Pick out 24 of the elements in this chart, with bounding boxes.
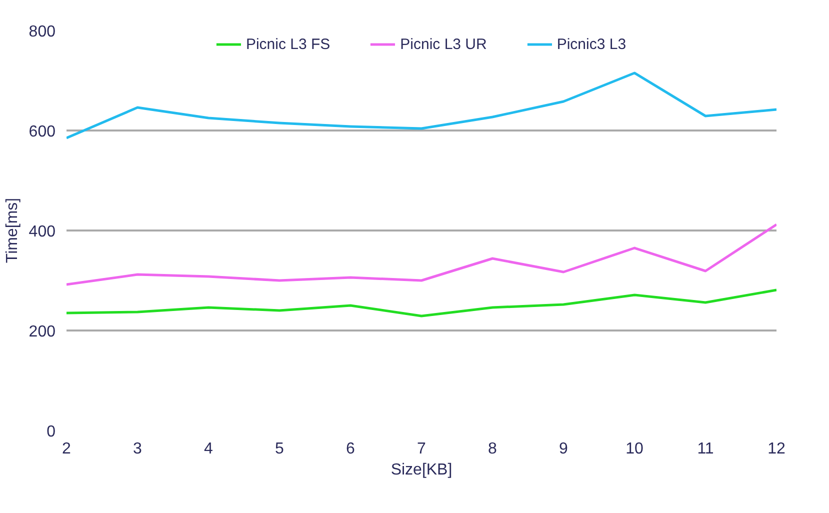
line-series: [66, 72, 776, 140]
x-tick-label: 6: [346, 440, 356, 458]
y-tick-label: 600: [28, 124, 56, 140]
legend-label: Picnic L3 UR: [400, 36, 487, 52]
y-axis-title: Time[ms]: [4, 198, 21, 264]
line-series: [66, 223, 776, 286]
x-tick-label: 4: [204, 440, 214, 458]
x-tick-label: 3: [133, 440, 142, 458]
x-tick-label: 5: [275, 440, 284, 458]
y-tick-label: 800: [28, 24, 56, 40]
x-tick-label: 11: [697, 440, 714, 458]
x-tick-label: 12: [768, 440, 786, 458]
legend-label: Picnic3 L3: [556, 36, 626, 52]
x-tick-label: 8: [488, 440, 498, 458]
x-tick-label: 10: [626, 440, 644, 458]
x-tick-label: 2: [62, 440, 72, 458]
y-tick-label: 400: [28, 224, 56, 240]
x-axis-title: Size[KB]: [390, 462, 452, 478]
line-series: [66, 288, 776, 318]
x-tick-label: 9: [559, 440, 568, 458]
legend-label: Picnic L3 FS: [246, 36, 330, 52]
y-tick-label: 0: [46, 424, 56, 440]
y-tick-label: 200: [28, 324, 56, 340]
x-tick-label: 7: [417, 440, 426, 458]
